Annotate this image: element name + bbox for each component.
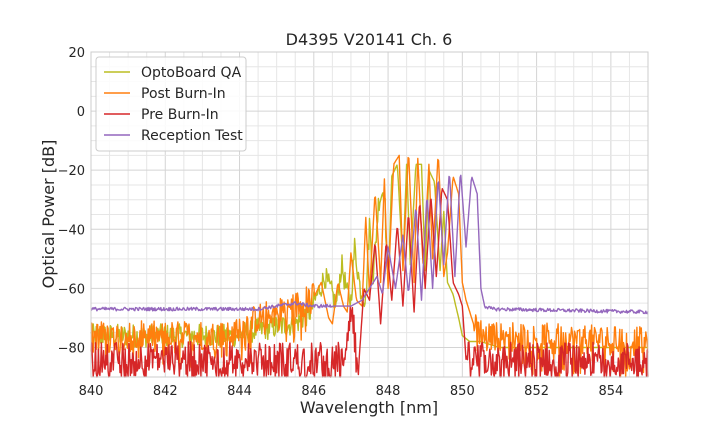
x-axis-label: Wavelength [nm]: [300, 398, 438, 417]
series-layer: [90, 154, 649, 378]
legend: OptoBoard QA Post Burn-In Pre Burn-In Recep…: [95, 56, 247, 152]
legend-label: OptoBoard QA: [141, 65, 242, 81]
y-tick-label: −80: [58, 341, 85, 356]
legend-label: Reception Test: [141, 128, 243, 144]
ticks: 840 842 844 846 848 850 852 854 20 0 −20 −40 −60 −80: [58, 46, 624, 399]
legend-box: [95, 56, 247, 152]
y-tick-label: −20: [58, 164, 85, 179]
x-tick-label: 840: [79, 384, 104, 399]
legend-label: Pre Burn-In: [141, 107, 219, 123]
x-tick-label: 854: [598, 384, 623, 399]
x-tick-label: 852: [524, 384, 549, 399]
x-tick-label: 848: [376, 384, 401, 399]
y-tick-label: −60: [58, 282, 85, 297]
y-tick-label: 20: [68, 46, 85, 61]
series-line-pre-burn-in: [90, 187, 649, 378]
legend-label: Post Burn-In: [141, 86, 226, 102]
plot-frame: [90, 51, 649, 378]
x-tick-label: 844: [227, 384, 252, 399]
x-tick-label: 842: [153, 384, 178, 399]
x-tick-label: 846: [301, 384, 326, 399]
chart-title: D4395 V20141 Ch. 6: [286, 30, 453, 49]
x-tick-label: 850: [450, 384, 475, 399]
y-tick-label: 0: [77, 105, 85, 120]
y-axis-label: Optical Power [dB]: [39, 140, 58, 289]
series-line-reception-test: [90, 174, 649, 315]
y-tick-label: −40: [58, 223, 85, 238]
